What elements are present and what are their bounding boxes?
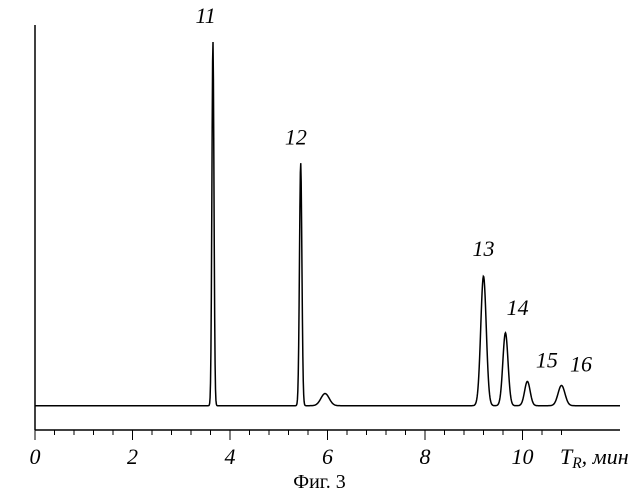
peak-label-14: 14 [507,295,529,320]
peak-label-11: 11 [195,3,215,28]
peak-label-13: 13 [473,236,495,261]
x-axis-title: TR, мин [560,444,629,472]
figure-caption: Фиг. 3 [293,471,345,493]
x-tick-label: 0 [30,444,41,469]
chromatogram-trace [35,42,620,406]
x-tick-label: 6 [322,444,333,469]
x-tick-label: 4 [225,444,236,469]
x-tick-label: 10 [512,444,534,469]
x-tick-label: 2 [127,444,138,469]
peak-label-12: 12 [285,125,307,150]
peak-label-15: 15 [536,347,558,372]
x-tick-label: 8 [420,444,431,469]
peak-label-16: 16 [570,351,592,376]
